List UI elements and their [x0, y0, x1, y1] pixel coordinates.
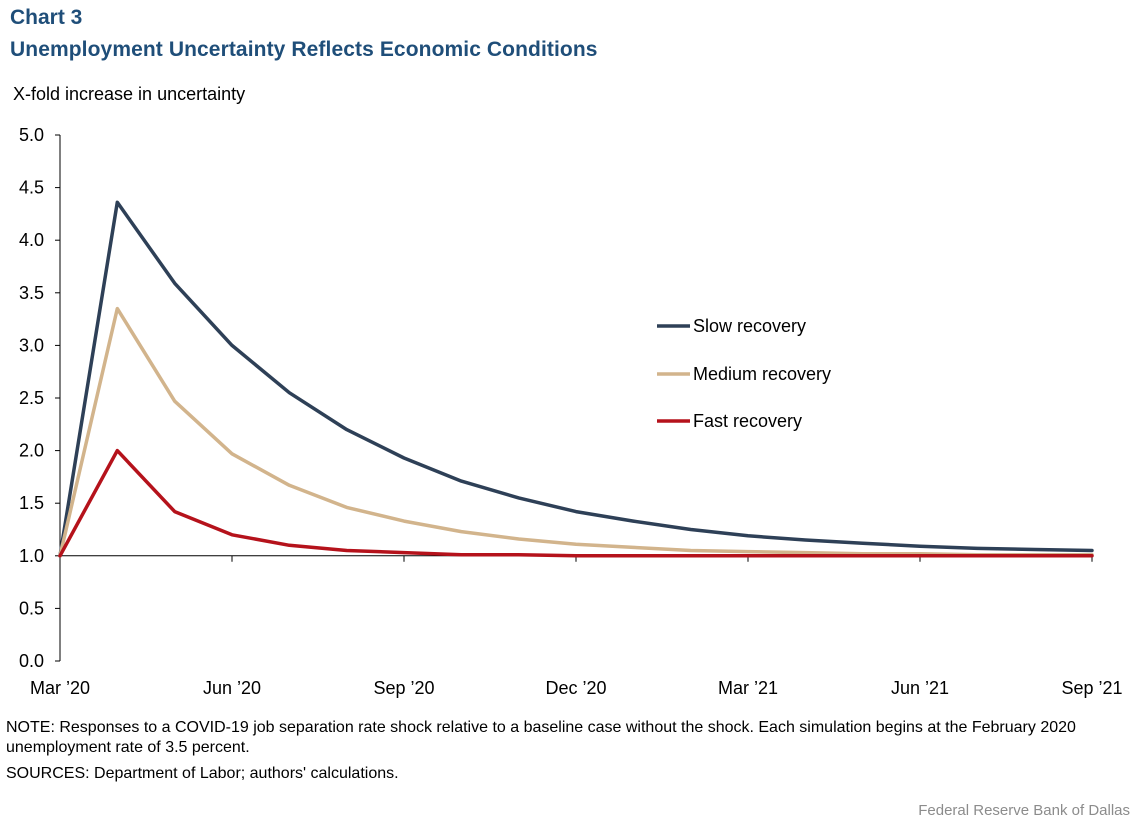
y-tick-label: 0.5 — [19, 598, 44, 618]
chart-sources: SOURCES: Department of Labor; authors' c… — [6, 765, 399, 782]
series-lines — [58, 200, 1094, 558]
y-tick-label: 1.0 — [19, 546, 44, 566]
source-credit: Federal Reserve Bank of Dallas — [918, 802, 1130, 819]
legend-label-slow-recovery: Slow recovery — [693, 316, 806, 336]
x-tick-label: Jun ’21 — [891, 678, 949, 698]
y-tick-label: 0.0 — [19, 651, 44, 671]
y-tick-label: 4.5 — [19, 178, 44, 198]
x-tick-label: Dec ’20 — [545, 678, 606, 698]
y-axis-label: X-fold increase in uncertainty — [13, 84, 246, 104]
y-tick-label: 5.0 — [19, 125, 44, 145]
chart-label: Chart 3 — [10, 6, 83, 29]
legend-label-fast-recovery: Fast recovery — [693, 411, 802, 431]
y-tick-label: 3.0 — [19, 335, 44, 355]
y-tick-label: 4.0 — [19, 230, 44, 250]
y-tick-label: 3.5 — [19, 283, 44, 303]
x-tick-label: Mar ’21 — [718, 678, 778, 698]
series-line-medium-recovery — [58, 306, 1094, 558]
y-tick-label: 1.5 — [19, 493, 44, 513]
axes: 0.0 0.5 1.0 1.5 2.0 2.5 3.0 3.5 4.0 4.5 5.0 Mar ’20… — [19, 125, 1123, 698]
series-line-fast-recovery — [58, 448, 1094, 558]
y-tick-label: 2.5 — [19, 388, 44, 408]
chart-note: NOTE: Responses to a COVID-19 job separa… — [6, 719, 1076, 756]
chart-title: Unemployment Uncertainty Reflects Econom… — [10, 38, 598, 61]
x-tick-label: Sep ’21 — [1061, 678, 1122, 698]
y-tick-label: 2.0 — [19, 441, 44, 461]
legend: Slow recovery Medium recovery Fast recover… — [657, 316, 831, 431]
x-tick-label: Mar ’20 — [30, 678, 90, 698]
series-line-slow-recovery — [58, 200, 1094, 558]
x-tick-label: Sep ’20 — [373, 678, 434, 698]
legend-label-medium-recovery: Medium recovery — [693, 364, 831, 384]
x-tick-label: Jun ’20 — [203, 678, 261, 698]
